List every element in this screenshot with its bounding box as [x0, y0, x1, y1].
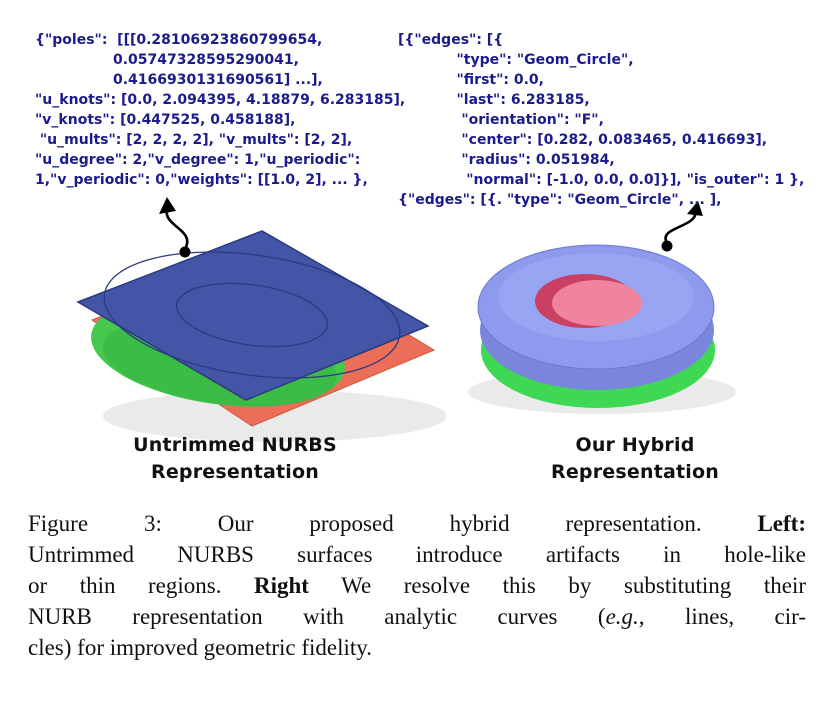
caption-text: We resolve this by substituting their: [308, 573, 806, 598]
caption-bold-right: Right: [254, 573, 309, 598]
hybrid-figure: [468, 244, 736, 414]
caption-line-2: Untrimmed NURBS surfaces introduce artif…: [28, 539, 806, 570]
hole-inner-wall-pink: [552, 280, 642, 326]
nurbs-json-annotation: {"poles": [[[0.28106923860799654, 0.0574…: [35, 30, 405, 190]
caption-line-3: or thin regions. Right We resolve this b…: [28, 570, 806, 601]
trim-curve-outer: [103, 251, 401, 379]
code-line: "orientation": "F",: [398, 112, 604, 128]
caption-italic-eg: e.g.: [605, 604, 639, 629]
code-line: 1,"v_periodic": 0,"weights": [[1.0, 2], …: [35, 172, 368, 188]
caption-text: Figure 3: Our proposed hybrid representa…: [28, 511, 758, 536]
code-line: "type": "Geom_Circle",: [398, 52, 634, 68]
left-figure-label-line2: Representation: [151, 461, 319, 483]
figure-caption: Figure 3: Our proposed hybrid representa…: [28, 508, 806, 663]
right-figure-label: Our Hybrid Representation: [500, 432, 770, 486]
caption-line-1: Figure 3: Our proposed hybrid representa…: [28, 508, 806, 539]
code-line: "normal": [-1.0, 0.0, 0.0]}], "is_outer"…: [398, 172, 805, 188]
code-line: "u_mults": [2, 2, 2, 2], "v_mults": [2, …: [35, 132, 353, 148]
caption-line-4: NURB representation with analytic curves…: [28, 601, 806, 632]
caption-text: or thin regions.: [28, 573, 255, 598]
code-line: [{"edges": [{: [398, 32, 504, 48]
figure-canvas: [76, 197, 736, 442]
nurbs-figure: [76, 230, 447, 442]
caption-line-5: cles) for improved geometric fidelity.: [28, 632, 806, 663]
caption-text: NURB representation with analytic curves…: [28, 604, 606, 629]
code-line: "center": [0.282, 0.083465, 0.416693],: [398, 132, 768, 148]
blue-plane: [76, 230, 430, 401]
code-line: "radius": 0.051984,: [398, 152, 615, 168]
code-line: "first": 0.0,: [398, 72, 544, 88]
caption-text: cles) for improved geometric fidelity.: [28, 635, 373, 660]
trim-curve-inner: [175, 282, 329, 348]
code-line: {"edges": [{. "type": "Geom_Circle", ...…: [398, 192, 722, 208]
left-figure-label: Untrimmed NURBS Representation: [90, 432, 380, 486]
right-figure-label-line1: Our Hybrid: [575, 434, 695, 456]
left-annotation-arrow: [159, 197, 191, 258]
code-line: 0.4166930131690561] ...],: [35, 72, 323, 88]
caption-text: Untrimmed NURBS surfaces introduce artif…: [28, 542, 806, 567]
edges-json-annotation: [{"edges": [{ "type": "Geom_Circle", "fi…: [398, 30, 804, 210]
right-arrow-dot: [661, 240, 673, 252]
left-figure-label-line1: Untrimmed NURBS: [133, 434, 337, 456]
code-line: "v_knots": [0.447525, 0.458188],: [35, 112, 296, 128]
code-line: "u_knots": [0.0, 2.094395, 4.18879, 6.28…: [35, 92, 406, 108]
caption-bold-left: Left:: [757, 511, 806, 536]
code-line: {"poles": [[[0.28106923860799654,: [35, 32, 323, 48]
right-annotation-arrow: [661, 201, 703, 252]
left-arrow-head: [159, 197, 176, 214]
right-arrow-head: [687, 201, 703, 216]
code-line: "last": 6.283185,: [398, 92, 590, 108]
code-line: "u_degree": 2,"v_degree": 1,"u_periodic"…: [35, 152, 361, 168]
code-line: 0.05747328595290041,: [35, 52, 299, 68]
right-figure-label-line2: Representation: [551, 461, 719, 483]
caption-text: , lines, cir-: [638, 604, 807, 629]
left-arrow-dot: [179, 246, 191, 258]
